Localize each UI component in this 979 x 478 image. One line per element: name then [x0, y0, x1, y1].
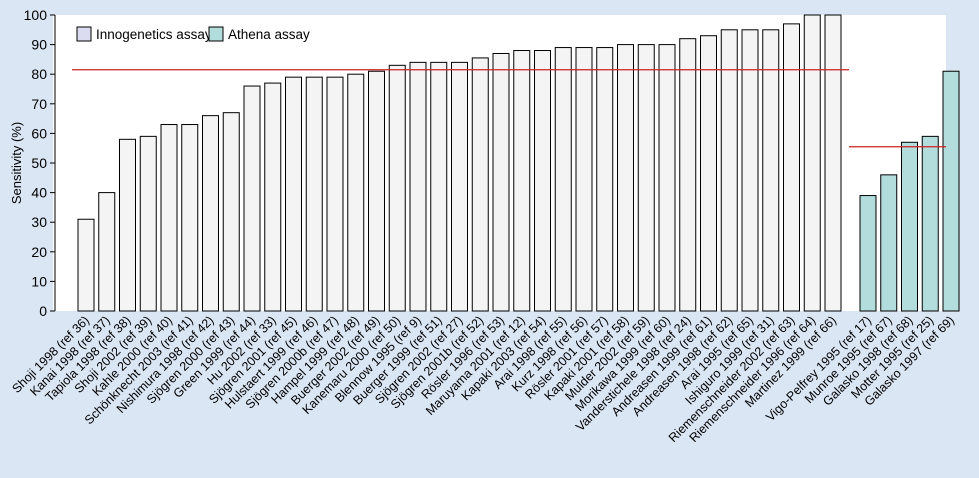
- bar: [430, 61, 448, 312]
- x-tick-labels: Shoji 1998 (ref 36)Kanai 1998 (ref 37)Ta…: [10, 313, 958, 445]
- y-tick-label: 20: [31, 244, 47, 260]
- bar: [720, 29, 738, 312]
- bar: [596, 47, 614, 312]
- bar: [160, 124, 178, 312]
- bar: [901, 141, 918, 312]
- bar: [202, 115, 219, 312]
- bars: [77, 14, 960, 312]
- y-tick-label: 10: [31, 273, 47, 289]
- bar: [305, 76, 323, 312]
- bar: [243, 85, 261, 312]
- bar: [285, 76, 302, 312]
- y-tick-label: 60: [31, 125, 47, 141]
- y-tick-label: 70: [31, 96, 47, 112]
- bar: [575, 47, 593, 312]
- bar: [783, 23, 800, 312]
- bar: [471, 57, 489, 312]
- bar: [119, 138, 136, 312]
- bar: [942, 70, 960, 312]
- bar: [368, 70, 385, 312]
- bar: [139, 135, 157, 312]
- bar: [859, 195, 877, 312]
- bar: [409, 61, 427, 312]
- bar: [921, 135, 939, 312]
- bar: [326, 76, 344, 312]
- bar: [637, 44, 655, 312]
- legend: Innogenetics assay Athena assay: [76, 26, 310, 42]
- bar: [388, 64, 406, 312]
- bar: [181, 124, 199, 312]
- bar: [513, 50, 531, 312]
- bar: [492, 52, 510, 312]
- bar: [658, 44, 676, 312]
- y-tick-label: 40: [31, 185, 47, 201]
- bar: [617, 44, 634, 312]
- y-axis: 0 10 20 30 40 50 60 70 80 90 100: [24, 7, 56, 319]
- y-tick-label: 100: [24, 7, 48, 23]
- bar: [451, 61, 468, 312]
- bar: [741, 29, 759, 312]
- bar: [679, 38, 697, 312]
- bar: [347, 73, 365, 312]
- legend-label: Athena assay: [228, 27, 310, 42]
- bar: [534, 50, 551, 312]
- legend-label: Innogenetics assay: [96, 27, 212, 42]
- y-axis-label: Sensitivity (%): [9, 122, 24, 204]
- bar: [824, 14, 842, 312]
- bar: [554, 47, 572, 312]
- y-tick-label: 50: [31, 155, 47, 171]
- y-tick-label: 30: [31, 214, 47, 230]
- bar: [803, 14, 821, 312]
- y-tick-label: 0: [39, 303, 47, 319]
- bar: [264, 82, 282, 312]
- reference-lines: [72, 69, 946, 148]
- legend-swatch: [76, 26, 92, 42]
- bar: [762, 29, 780, 312]
- y-tick-label: 80: [31, 66, 47, 82]
- bar: [700, 35, 717, 312]
- bar: [222, 112, 240, 312]
- y-tick-label: 90: [31, 37, 47, 53]
- bar: [98, 192, 116, 312]
- bar: [880, 174, 898, 312]
- legend-swatch: [208, 26, 224, 42]
- bar: [77, 218, 95, 312]
